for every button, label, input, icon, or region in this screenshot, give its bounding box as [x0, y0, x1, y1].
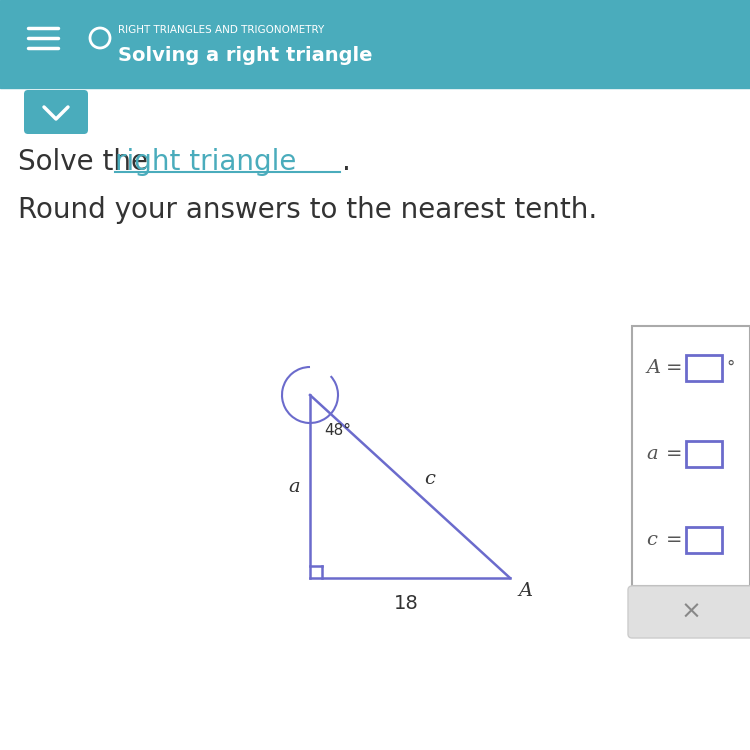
Text: a: a: [646, 445, 658, 463]
Text: Round your answers to the nearest tenth.: Round your answers to the nearest tenth.: [18, 196, 597, 224]
Text: A: A: [518, 582, 532, 600]
Text: a: a: [288, 478, 299, 496]
Bar: [686, 527, 722, 553]
Text: .: .: [342, 148, 351, 176]
Text: Solving a right triangle: Solving a right triangle: [118, 46, 373, 65]
Text: c: c: [646, 531, 657, 549]
Text: 18: 18: [394, 594, 418, 613]
Text: RIGHT TRIANGLES AND TRIGONOMETRY: RIGHT TRIANGLES AND TRIGONOMETRY: [118, 25, 324, 35]
Text: A: A: [646, 359, 660, 377]
Text: =: =: [666, 445, 682, 464]
Text: =: =: [666, 530, 682, 550]
Bar: [686, 441, 722, 467]
FancyBboxPatch shape: [24, 90, 88, 134]
Bar: [686, 355, 722, 381]
FancyBboxPatch shape: [628, 586, 750, 638]
Text: Solve the: Solve the: [18, 148, 157, 176]
Text: °: °: [726, 359, 734, 377]
Text: right triangle: right triangle: [115, 148, 296, 176]
Bar: [632, 326, 750, 586]
Text: 48°: 48°: [324, 423, 351, 438]
Text: ×: ×: [680, 600, 701, 624]
Text: =: =: [666, 358, 682, 377]
Bar: [0, 0, 750, 88]
Text: c: c: [424, 470, 435, 488]
